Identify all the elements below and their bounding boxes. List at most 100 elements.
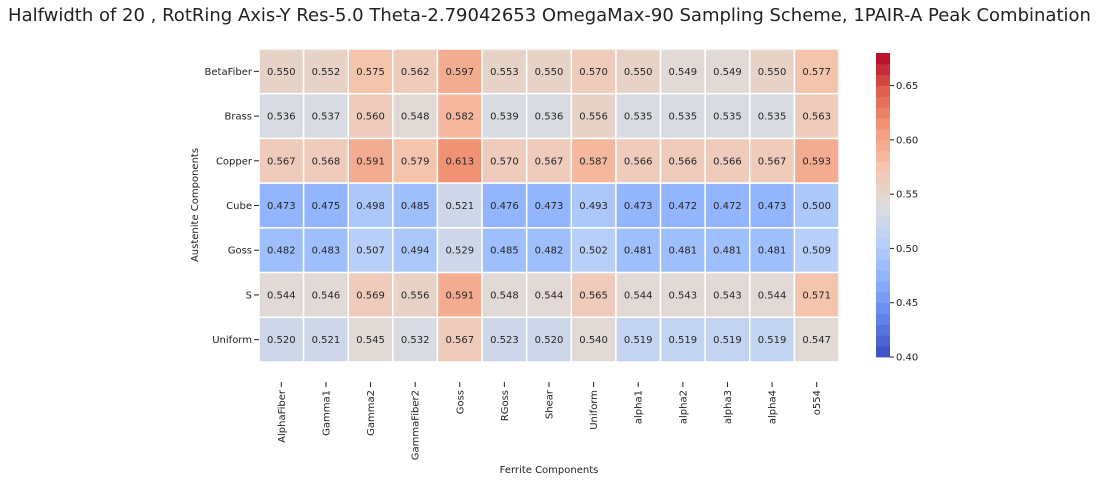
y-tick-label: Brass xyxy=(224,112,252,123)
cell-value-label: 0.473 xyxy=(535,201,564,212)
cell-value-label: 0.568 xyxy=(312,156,341,167)
heatmap-cell xyxy=(659,137,706,184)
x-tick-label: Uniform xyxy=(589,390,600,430)
x-tick-label: GammaFiber2 xyxy=(411,390,422,460)
heatmap-cell xyxy=(347,227,394,274)
colorbar-segment xyxy=(876,259,890,271)
cell-value-label: 0.482 xyxy=(267,246,296,257)
colorbar-segment xyxy=(876,183,890,195)
heatmap-cells: 0.550 0.552 0.575 0.562 0.597 0.553 0.550 0.570… xyxy=(258,48,840,363)
heatmap-cell xyxy=(392,271,439,319)
colorbar-segment xyxy=(876,161,890,173)
cell-value-label: 0.544 xyxy=(758,290,787,301)
cell-value-label: 0.535 xyxy=(758,112,787,123)
heatmap-cell xyxy=(659,271,706,319)
cell-value-label: 0.550 xyxy=(758,67,787,78)
cell-value-label: 0.520 xyxy=(267,335,296,346)
colorbar-segment xyxy=(876,107,890,119)
heatmap-cell xyxy=(347,92,394,140)
colorbar-segment xyxy=(876,118,890,130)
cell-value-label: 0.535 xyxy=(713,112,742,123)
cell-value-label: 0.563 xyxy=(802,112,831,123)
heatmap-cell xyxy=(481,92,528,140)
cell-value-label: 0.539 xyxy=(490,112,519,123)
cell-value-label: 0.556 xyxy=(579,112,608,123)
heatmap-cell xyxy=(258,316,305,363)
heatmap-cell xyxy=(704,316,751,363)
heatmap-cell xyxy=(749,182,796,229)
cell-value-label: 0.481 xyxy=(669,246,698,257)
cell-value-label: 0.591 xyxy=(356,156,385,167)
cell-value-label: 0.472 xyxy=(669,201,698,212)
heatmap-cell xyxy=(615,227,662,274)
y-tick-label: Uniform xyxy=(212,335,252,346)
cell-value-label: 0.494 xyxy=(401,246,430,257)
cell-value-label: 0.475 xyxy=(312,201,341,212)
heatmap-cell xyxy=(436,137,483,184)
cell-value-label: 0.577 xyxy=(802,67,831,78)
x-tick-label: alpha1 xyxy=(634,390,645,424)
colorbar-tick-label: 0.60 xyxy=(896,135,918,146)
cell-value-label: 0.565 xyxy=(579,290,608,301)
x-tick-label: alpha4 xyxy=(768,390,779,424)
cell-value-label: 0.553 xyxy=(490,67,519,78)
cell-value-label: 0.543 xyxy=(669,290,698,301)
cell-value-label: 0.473 xyxy=(624,201,653,212)
x-axis-label: Ferrite Components xyxy=(500,465,599,476)
cell-value-label: 0.532 xyxy=(401,335,430,346)
cell-value-label: 0.502 xyxy=(579,246,608,257)
heatmap-cell xyxy=(347,271,394,319)
cell-value-label: 0.567 xyxy=(267,156,296,167)
heatmap-cell xyxy=(615,271,662,319)
cell-value-label: 0.544 xyxy=(267,290,296,301)
colorbar-segment xyxy=(876,215,890,228)
cell-value-label: 0.567 xyxy=(445,335,474,346)
y-axis-label: Austenite Components xyxy=(190,148,201,262)
cell-value-label: 0.536 xyxy=(267,112,296,123)
cell-value-label: 0.519 xyxy=(624,335,653,346)
x-axis-ticks: AlphaFiber Gamma1 Gamma2 GammaFiber2 Goss RGo… xyxy=(277,382,823,460)
heatmap-cell xyxy=(704,182,751,229)
x-tick-label: Gamma2 xyxy=(366,390,377,436)
cell-value-label: 0.545 xyxy=(356,335,385,346)
heatmap-cell xyxy=(302,227,349,274)
cell-value-label: 0.569 xyxy=(356,290,385,301)
y-tick-label: S xyxy=(246,290,252,301)
heatmap-cell xyxy=(749,271,796,319)
heatmap-cell xyxy=(525,227,573,274)
colorbar-tick-label: 0.50 xyxy=(896,244,918,255)
heatmap-cell xyxy=(793,271,840,319)
cell-value-label: 0.519 xyxy=(758,335,787,346)
cell-value-label: 0.485 xyxy=(490,246,519,257)
cell-value-label: 0.579 xyxy=(401,156,430,167)
colorbar-segment xyxy=(876,53,890,65)
cell-value-label: 0.556 xyxy=(401,290,430,301)
colorbar: 0.40 0.45 0.50 0.55 0.60 0.65 xyxy=(876,53,918,364)
cell-value-label: 0.482 xyxy=(535,246,564,257)
heatmap-cell xyxy=(347,137,394,184)
cell-value-label: 0.493 xyxy=(579,201,608,212)
heatmap-cell xyxy=(258,271,305,319)
cell-value-label: 0.566 xyxy=(713,156,742,167)
cell-value-label: 0.481 xyxy=(713,246,742,257)
cell-value-label: 0.550 xyxy=(535,67,564,78)
colorbar-segment xyxy=(876,150,890,162)
x-tick-label: Gamma1 xyxy=(321,390,332,436)
colorbar-segment xyxy=(876,237,890,249)
colorbar-segment xyxy=(876,281,890,293)
cell-value-label: 0.509 xyxy=(802,246,831,257)
heatmap-cell xyxy=(258,92,305,140)
colorbar-segment xyxy=(876,335,890,347)
cell-value-label: 0.570 xyxy=(579,67,608,78)
heatmap-cell xyxy=(302,271,349,319)
x-tick-label: Goss xyxy=(455,390,466,414)
x-tick-label: RGoss xyxy=(500,390,511,421)
cell-value-label: 0.567 xyxy=(535,156,564,167)
heatmap-cell xyxy=(481,182,528,229)
cell-value-label: 0.544 xyxy=(624,290,653,301)
colorbar-segment xyxy=(876,226,890,238)
x-tick-label: alpha2 xyxy=(678,390,689,424)
cell-value-label: 0.540 xyxy=(579,335,608,346)
cell-value-label: 0.582 xyxy=(445,112,474,123)
